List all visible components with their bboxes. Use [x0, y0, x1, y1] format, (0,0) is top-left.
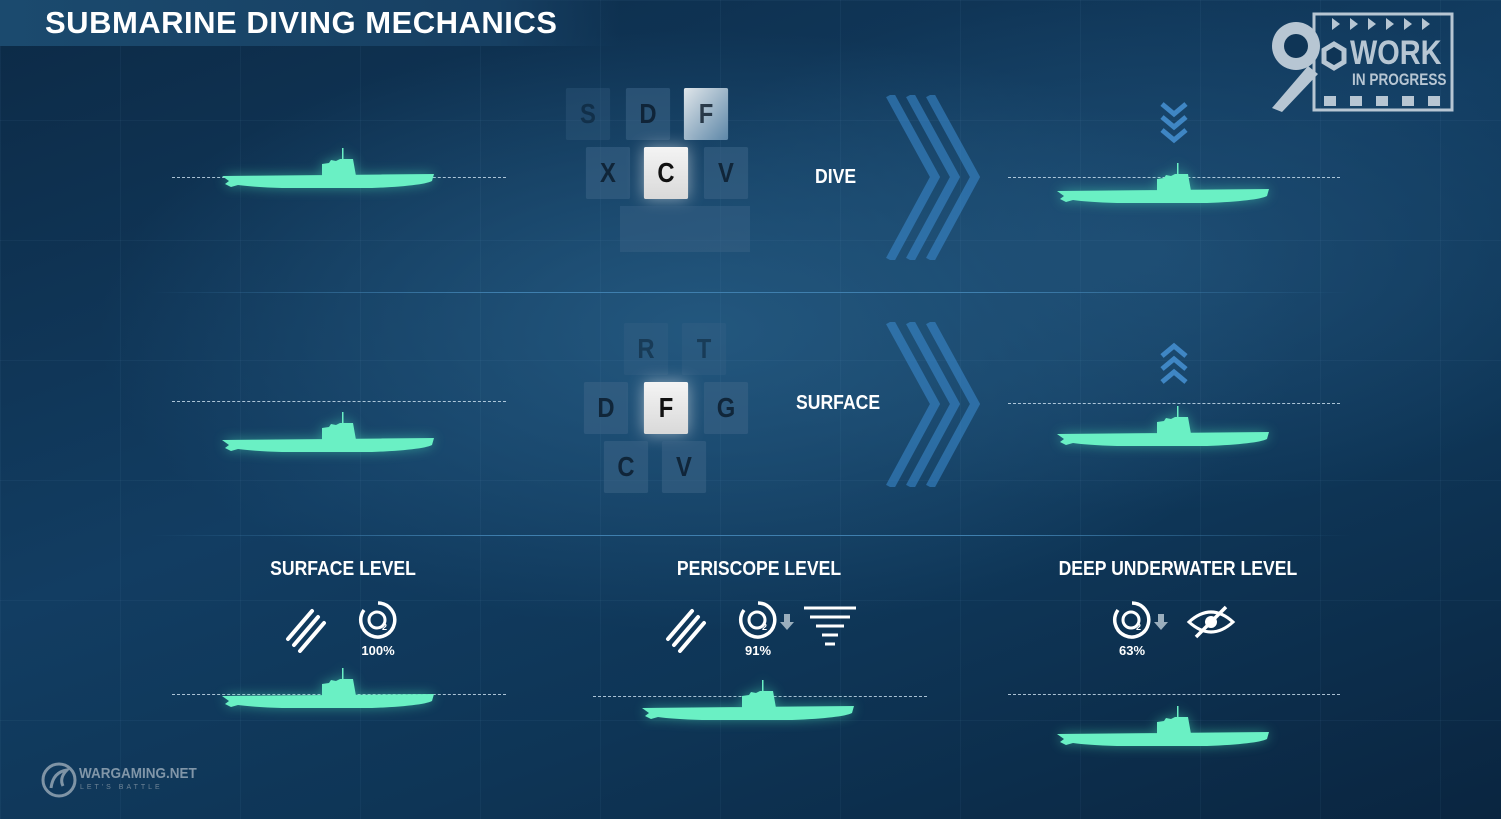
badge-line2: IN PROGRESS	[1352, 70, 1447, 89]
key-v: V	[703, 147, 749, 199]
gear-wrench-icon	[1272, 12, 1454, 112]
submarine-deep-level	[1057, 706, 1271, 748]
periscope-level-title: PERISCOPE LEVEL	[676, 558, 842, 580]
hidden-eye-icon	[1186, 605, 1236, 639]
submarine-periscope-level	[642, 680, 856, 722]
oxygen-icon	[1112, 600, 1152, 640]
key-s: S	[565, 88, 611, 140]
sonar-visibility-icon	[804, 606, 856, 646]
oxygen-icon	[358, 600, 398, 640]
footer-brand: WARGAMING.NET	[79, 765, 197, 782]
torpedo-icon	[282, 603, 332, 653]
key-v: V	[661, 441, 707, 493]
chevrons-up-icon	[1160, 342, 1188, 384]
waterline	[172, 401, 506, 402]
arrow-down-icon	[780, 614, 794, 630]
submarine-submerged	[222, 412, 436, 454]
waterline	[1008, 403, 1340, 404]
arrow-down-icon	[1154, 614, 1168, 630]
submarine-periscope	[1057, 406, 1271, 448]
key-r: R	[623, 323, 669, 375]
divider	[150, 535, 1350, 536]
key-g: G	[703, 382, 749, 434]
key-d: D	[625, 88, 671, 140]
oxygen-percent: 100%	[361, 643, 395, 658]
badge-line1: WORK	[1350, 34, 1442, 72]
wargaming-logo-icon	[41, 762, 77, 798]
dive-label: DIVE	[815, 166, 857, 188]
submarine-surfaced	[222, 148, 436, 190]
chevrons-down-icon	[1160, 102, 1188, 144]
key-t: T	[681, 323, 727, 375]
key-spacebar	[620, 206, 750, 252]
footer-tagline: LET'S BATTLE	[80, 784, 163, 791]
key-x: X	[585, 147, 631, 199]
surface-label: SURFACE	[796, 392, 881, 414]
key-c-active: C	[643, 147, 689, 199]
title-bar	[0, 0, 620, 46]
surface-level-title: SURFACE LEVEL	[270, 558, 416, 580]
submarine-dived	[1057, 163, 1271, 205]
key-d: D	[583, 382, 629, 434]
waterline	[1008, 694, 1340, 695]
key-f-active: F	[643, 382, 689, 434]
chevron-right-icon	[886, 322, 980, 487]
page-title: SUBMARINE DIVING MECHANICS	[45, 5, 558, 40]
submarine-surface-level	[222, 668, 436, 710]
oxygen-percent: 63%	[1118, 643, 1146, 658]
key-c: C	[603, 441, 649, 493]
oxygen-percent: 91%	[744, 643, 772, 658]
oxygen-icon	[738, 600, 778, 640]
divider	[150, 292, 1350, 293]
work-in-progress-badge: WORK IN PROGRESS	[1262, 8, 1454, 112]
chevron-right-icon	[886, 95, 980, 260]
key-f: F	[683, 88, 729, 140]
torpedo-icon	[662, 603, 712, 653]
deep-level-title: DEEP UNDERWATER LEVEL	[1058, 558, 1298, 580]
